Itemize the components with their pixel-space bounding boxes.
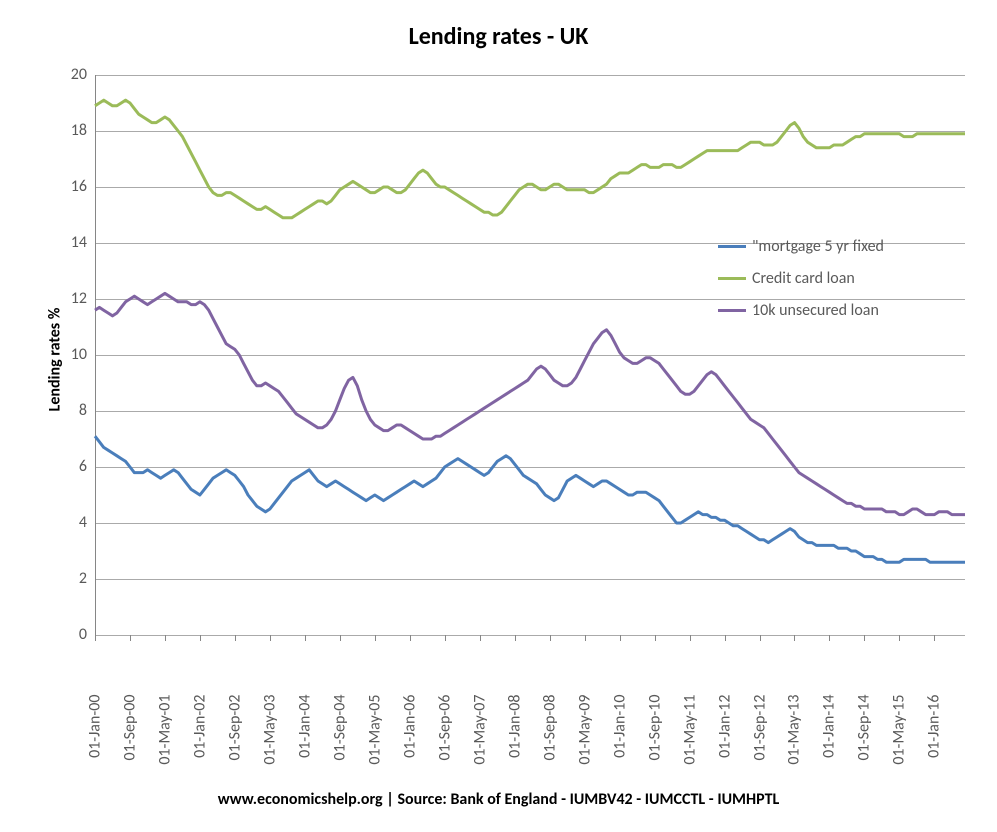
x-tick-mark <box>165 635 166 641</box>
y-tick-label: 2 <box>55 569 87 588</box>
x-tick-mark <box>550 635 551 641</box>
x-tick-label: 01-May-03 <box>260 695 279 775</box>
x-tick-label: 01-Jan-12 <box>715 695 734 775</box>
x-tick-mark <box>305 635 306 641</box>
x-tick-label: 01-Jan-04 <box>295 695 314 775</box>
x-tick-mark <box>934 635 935 641</box>
x-tick-mark <box>690 635 691 641</box>
y-tick-label: 12 <box>55 289 87 308</box>
x-tick-label: 01-May-11 <box>680 695 699 775</box>
x-tick-mark <box>515 635 516 641</box>
x-tick-label: 01-May-13 <box>785 695 804 775</box>
y-tick-label: 20 <box>55 65 87 84</box>
x-tick-label: 01-Sep-06 <box>435 695 454 775</box>
y-tick-label: 16 <box>55 177 87 196</box>
x-tick-mark <box>95 635 96 641</box>
x-tick-label: 01-Jan-02 <box>190 695 209 775</box>
x-tick-mark <box>375 635 376 641</box>
x-tick-label: 01-Sep-00 <box>120 695 139 775</box>
x-tick-label: 01-May-15 <box>890 695 909 775</box>
x-tick-label: 01-May-01 <box>155 695 174 775</box>
legend-swatch <box>718 245 746 248</box>
legend-item: "mortgage 5 yr fixed <box>718 235 884 257</box>
chart-container: Lending rates - UK Lending rates % "mort… <box>0 0 997 832</box>
x-tick-label: 01-Sep-14 <box>855 695 874 775</box>
legend-swatch <box>718 277 746 280</box>
x-tick-label: 01-May-09 <box>575 695 594 775</box>
x-tick-label: 01-Jan-06 <box>400 695 419 775</box>
x-tick-label: 01-Jan-00 <box>86 695 105 775</box>
y-tick-label: 10 <box>55 345 87 364</box>
x-tick-mark <box>480 635 481 641</box>
chart-footer: www.economicshelp.org | Source: Bank of … <box>0 790 997 809</box>
x-tick-mark <box>725 635 726 641</box>
y-tick-label: 4 <box>55 513 87 532</box>
y-tick-label: 0 <box>55 625 87 644</box>
x-tick-mark <box>655 635 656 641</box>
x-tick-mark <box>760 635 761 641</box>
x-tick-label: 01-Jan-16 <box>925 695 944 775</box>
chart-title: Lending rates - UK <box>0 22 997 51</box>
y-tick-label: 6 <box>55 457 87 476</box>
legend-swatch <box>718 309 746 312</box>
x-tick-label: 01-Jan-08 <box>505 695 524 775</box>
x-tick-mark <box>130 635 131 641</box>
plot-area <box>95 75 965 635</box>
x-tick-mark <box>620 635 621 641</box>
x-tick-label: 01-Jan-14 <box>820 695 839 775</box>
x-tick-mark <box>410 635 411 641</box>
legend-item: Credit card loan <box>718 267 884 289</box>
x-tick-label: 01-May-07 <box>470 695 489 775</box>
gridline <box>95 635 965 636</box>
y-tick-label: 8 <box>55 401 87 420</box>
x-tick-mark <box>794 635 795 641</box>
x-tick-mark <box>829 635 830 641</box>
series-line-mortgage-5-yr-fixed <box>95 436 965 562</box>
legend-label: "mortgage 5 yr fixed <box>752 237 884 256</box>
x-tick-mark <box>235 635 236 641</box>
series-line-Credit-card-loan <box>95 100 965 218</box>
legend-label: Credit card loan <box>752 269 855 288</box>
x-tick-label: 01-Sep-02 <box>225 695 244 775</box>
x-tick-mark <box>445 635 446 641</box>
x-tick-mark <box>200 635 201 641</box>
x-tick-mark <box>340 635 341 641</box>
y-tick-label: 14 <box>55 233 87 252</box>
legend-label: 10k unsecured loan <box>752 301 879 320</box>
x-tick-mark <box>585 635 586 641</box>
x-tick-label: 01-Sep-10 <box>645 695 664 775</box>
x-tick-label: 01-Sep-08 <box>540 695 559 775</box>
y-tick-label: 18 <box>55 121 87 140</box>
series-lines <box>95 75 965 635</box>
legend: "mortgage 5 yr fixed Credit card loan 10k … <box>718 235 884 331</box>
x-tick-label: 01-Sep-12 <box>750 695 769 775</box>
x-tick-label: 01-Jan-10 <box>610 695 629 775</box>
x-tick-mark <box>899 635 900 641</box>
x-tick-label: 01-Sep-04 <box>330 695 349 775</box>
legend-item: 10k unsecured loan <box>718 299 884 321</box>
x-tick-mark <box>864 635 865 641</box>
x-tick-label: 01-May-05 <box>365 695 384 775</box>
x-tick-mark <box>270 635 271 641</box>
